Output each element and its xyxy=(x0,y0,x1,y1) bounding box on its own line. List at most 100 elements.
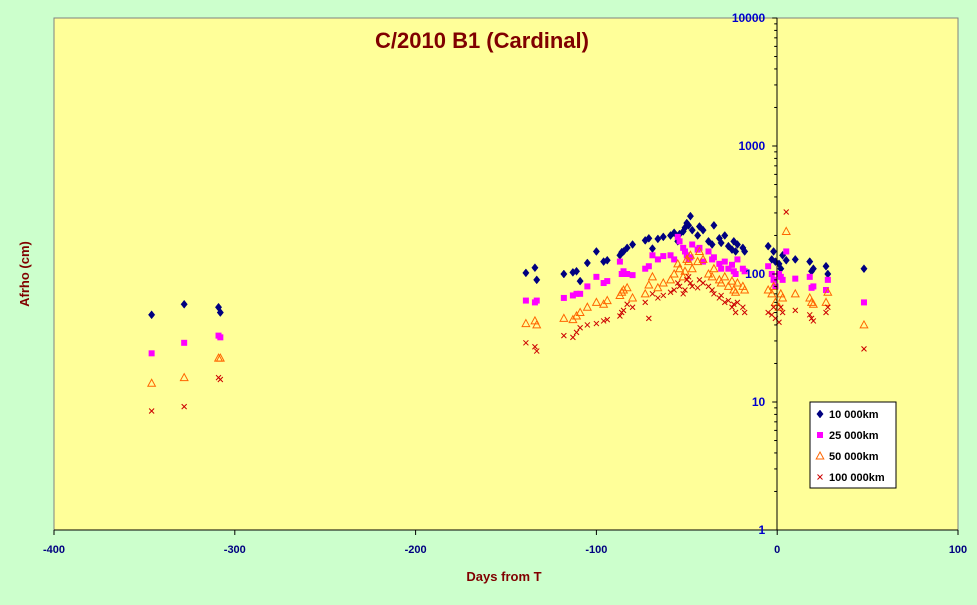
y-tick-label-5: 10000 xyxy=(732,11,766,25)
series-4-point-52 xyxy=(765,309,772,316)
series-2-point-63 xyxy=(810,283,817,290)
series-2-point-15 xyxy=(604,278,611,285)
series-4-point-19-stroke-b xyxy=(624,301,630,308)
series-1-point-11 xyxy=(576,276,584,286)
series-3-point-43 xyxy=(716,277,726,287)
legend-items: 10 000km 25 000km 50 000km 100 000km xyxy=(815,409,885,484)
series-4-point-65 xyxy=(824,304,831,311)
series-4-point-49 xyxy=(734,299,741,306)
series-1-point-34 xyxy=(686,211,694,221)
series-4-point-65-stroke-b xyxy=(824,304,831,311)
series-4-point-28 xyxy=(674,280,681,286)
series-1-point-40 xyxy=(708,240,716,249)
series-4-point-62 xyxy=(808,315,815,322)
series-1-point-10 xyxy=(572,266,581,276)
series-3-point-26 xyxy=(665,274,676,284)
series-3-point-4 xyxy=(215,353,225,362)
series-4-point-41 xyxy=(711,290,717,297)
series-4-point-15-stroke-b xyxy=(604,316,611,323)
series-1-point-6 xyxy=(531,263,539,273)
series-4-point-38-stroke-b xyxy=(700,280,706,286)
series-4-point-29-stroke-b xyxy=(676,283,683,290)
series-4-point-60 xyxy=(792,307,799,314)
x-tick-label-3: -200 xyxy=(405,544,427,556)
legend-box xyxy=(809,401,897,489)
series-4-point-48 xyxy=(732,309,739,316)
series-3-point-15 xyxy=(602,295,612,305)
series-2-point-8 xyxy=(560,294,567,301)
series-3-point-65 xyxy=(823,287,833,296)
series-4-point-21 xyxy=(642,299,649,306)
series-4-point-18-stroke-b xyxy=(620,307,627,314)
series-2-point-4 xyxy=(217,334,224,341)
series-4-point-14-stroke-b xyxy=(600,318,607,324)
series-1-point-59 xyxy=(782,255,790,265)
series-3-point-47 xyxy=(729,284,739,294)
series-4-point-64 xyxy=(823,309,829,316)
legend-marker-2 xyxy=(817,432,823,438)
series-4-point-44-stroke-b xyxy=(721,299,728,306)
series-4-point-38 xyxy=(700,280,706,286)
series-1-point-1 xyxy=(148,310,156,320)
series-4-point-10 xyxy=(573,329,580,336)
series-4-point-23 xyxy=(649,290,656,297)
series-2-point-30 xyxy=(680,244,687,251)
series-4-point-53-stroke-b xyxy=(768,311,775,318)
series-1-point-4 xyxy=(216,308,224,317)
series-2-point-7 xyxy=(533,297,540,304)
series-2-point-23 xyxy=(649,252,656,259)
series-1-point-44 xyxy=(721,231,729,240)
series-3-point-20 xyxy=(627,292,638,302)
series-4-point-4 xyxy=(217,376,224,383)
series-3-point-25 xyxy=(658,277,668,287)
series-1-point-43 xyxy=(717,238,725,248)
series-1-point-22 xyxy=(645,233,653,243)
series-2-point-46 xyxy=(729,261,735,268)
series-3-point-17 xyxy=(617,287,627,296)
series-2-point-24 xyxy=(654,256,661,263)
x-axis-ticks: -400 -300 -200 -100 0 100 xyxy=(43,530,967,556)
series-1-point-41 xyxy=(710,220,718,230)
series-4-point-29 xyxy=(676,283,683,290)
series-2-point-54 xyxy=(770,276,777,283)
series-4-point-31-stroke-b xyxy=(682,287,688,293)
series-2-point-66 xyxy=(860,299,867,306)
series-4-point-1 xyxy=(148,408,155,414)
series-4-point-13-stroke-b xyxy=(593,320,600,327)
series-4-point-47 xyxy=(730,301,737,308)
series-4-point-20-stroke-b xyxy=(629,304,636,311)
series-4-point-27-stroke-b xyxy=(671,287,677,293)
series-4-point-4-stroke-b xyxy=(217,376,224,383)
series-1-point-35 xyxy=(688,225,696,235)
series-1-point-19 xyxy=(623,243,631,253)
series-4-point-41-stroke-b xyxy=(711,290,717,297)
series-4-point-61-stroke-b xyxy=(806,311,813,318)
series-1-point-33 xyxy=(685,220,693,230)
series-3-point-28 xyxy=(673,258,683,268)
legend-label-2: 25 000km xyxy=(829,430,879,442)
series-3-point-41 xyxy=(709,263,719,273)
series-3-point-7 xyxy=(532,319,542,329)
series-4-point-63-stroke-b xyxy=(810,318,817,324)
series-4-point-14 xyxy=(600,318,607,324)
series-4-point-16-stroke-b xyxy=(617,313,623,319)
series-4-point-60-stroke-b xyxy=(792,307,799,314)
series-4-point-46 xyxy=(729,304,735,311)
series-2-point-42 xyxy=(716,260,723,267)
series-4-point-34 xyxy=(687,280,694,286)
series-1-point-2 xyxy=(180,299,188,309)
series-2-point-11 xyxy=(577,290,584,297)
series-4-point-37-stroke-b xyxy=(696,277,703,283)
series-2-point-18 xyxy=(620,268,627,275)
series-3-point-37 xyxy=(694,246,705,255)
series-4-point-11-stroke-b xyxy=(577,324,583,331)
series-2-point-9 xyxy=(569,292,576,299)
series-4-point-40-stroke-b xyxy=(709,287,715,293)
series-3-point-29 xyxy=(674,263,685,273)
series-4-point-9 xyxy=(570,334,576,341)
series-4-point-47-stroke-b xyxy=(730,301,737,308)
series-4-point-27 xyxy=(671,287,677,293)
y-axis-ticks: 1 10 100 1000 10000 xyxy=(732,11,778,537)
series-3-point-63 xyxy=(808,299,819,308)
